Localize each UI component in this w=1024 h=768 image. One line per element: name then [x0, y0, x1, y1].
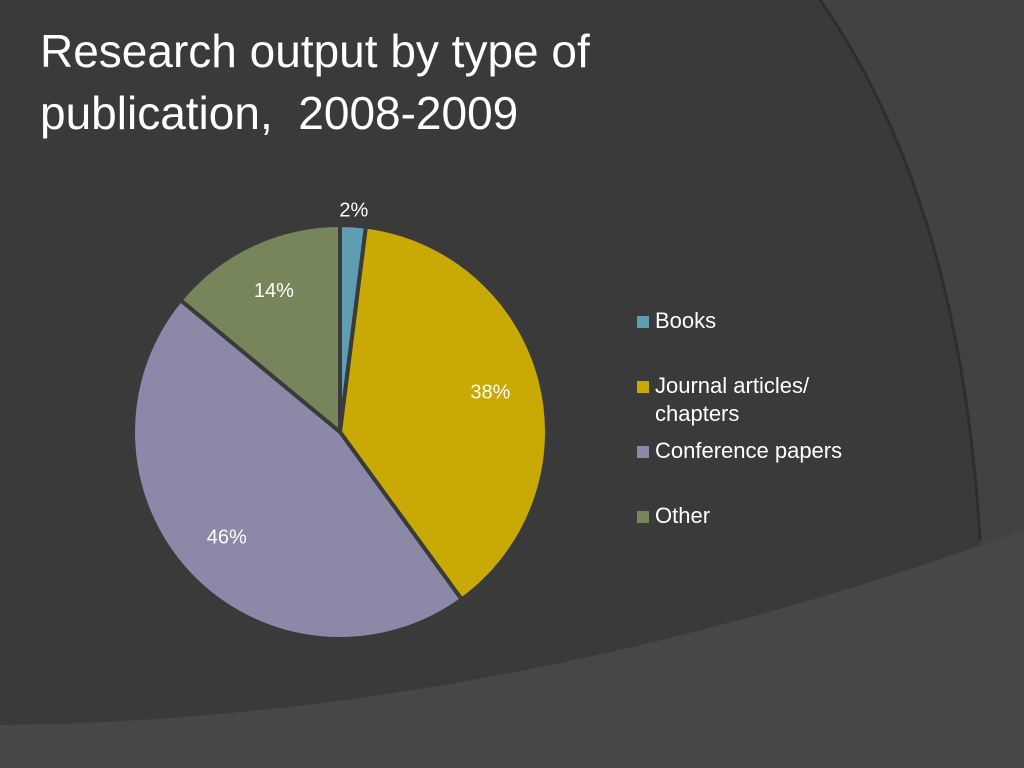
legend-label: Conference papers [655, 438, 843, 463]
data-label: 38% [470, 382, 510, 404]
legend-label: Journal articles/ chapters [655, 373, 810, 426]
legend-swatch [637, 381, 649, 393]
legend-item: Books [637, 307, 877, 372]
background-band [0, 530, 1024, 768]
pie-slice [337, 224, 549, 603]
legend-label: Other [655, 503, 711, 528]
background-line [818, 0, 982, 541]
legend-item: Journal articles/ chapters [637, 372, 877, 437]
legend-item: Other [637, 502, 877, 567]
legend-item: Conference papers [637, 437, 877, 502]
legend-swatch [637, 511, 649, 523]
data-label: 46% [207, 527, 247, 549]
pie-slice [131, 297, 465, 641]
legend: Books Journal articles/ chapters Conferenc… [637, 307, 877, 567]
data-label: 2% [339, 200, 368, 222]
chart-title: Research output by type of publication, … [40, 25, 603, 139]
legend-swatch [637, 446, 649, 458]
legend-swatch [637, 316, 649, 328]
background-arc [820, 0, 1024, 768]
legend-label: Books [655, 308, 717, 333]
data-label: 14% [254, 280, 294, 302]
pie-slice [177, 222, 342, 437]
